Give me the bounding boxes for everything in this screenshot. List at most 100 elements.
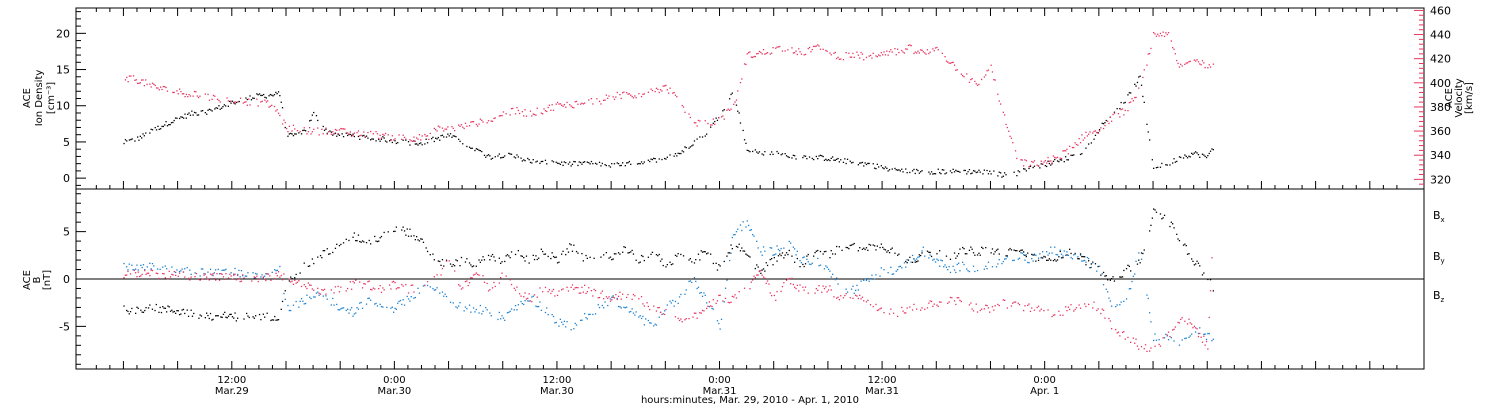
- bz-point: [860, 298, 862, 300]
- density-point: [1136, 81, 1139, 84]
- density-point: [949, 170, 952, 172]
- bx-point: [168, 306, 170, 308]
- by-point: [995, 266, 998, 268]
- time-label: 12:00: [217, 375, 246, 386]
- bx-point: [227, 315, 230, 317]
- bx-point: [487, 254, 490, 257]
- bx-point: [368, 239, 370, 242]
- bx-point: [567, 251, 570, 253]
- by-point: [730, 252, 732, 254]
- density-point: [604, 164, 606, 166]
- by-point: [1051, 252, 1053, 254]
- by-point: [464, 306, 467, 308]
- bz-point: [500, 277, 502, 279]
- density-point: [628, 160, 630, 163]
- density-point: [1039, 167, 1041, 169]
- bz-point: [466, 280, 468, 282]
- by-point: [498, 311, 500, 314]
- by-point: [1173, 340, 1175, 342]
- bx-point: [452, 264, 454, 266]
- velocity-point: [1020, 159, 1022, 161]
- density-point: [864, 162, 866, 164]
- velocity-tick-label: 420: [1430, 53, 1451, 66]
- bx-point: [723, 260, 725, 263]
- velocity-point: [1008, 130, 1010, 132]
- bz-point: [267, 273, 270, 275]
- bz-point: [440, 274, 442, 276]
- bx-point: [619, 253, 621, 255]
- density-point: [351, 134, 353, 136]
- by-point: [658, 316, 660, 318]
- velocity-point: [1004, 114, 1006, 116]
- bx-point: [1033, 253, 1036, 255]
- velocity-point: [1037, 165, 1040, 167]
- density-point: [943, 169, 945, 171]
- bz-point: [1204, 344, 1206, 346]
- density-point: [1065, 156, 1067, 158]
- density-point: [1094, 134, 1097, 136]
- velocity-point: [584, 102, 586, 104]
- bz-point: [661, 313, 663, 316]
- density-point: [581, 163, 583, 165]
- bx-point: [689, 258, 691, 260]
- density-point: [437, 136, 439, 139]
- velocity-point: [1189, 60, 1191, 62]
- velocity-point: [628, 93, 630, 95]
- bz-point: [798, 290, 800, 292]
- bz-point: [634, 295, 636, 297]
- velocity-point: [978, 83, 980, 86]
- density-point: [284, 126, 286, 129]
- density-point: [1123, 102, 1125, 104]
- bx-point: [506, 254, 509, 256]
- by-point: [242, 275, 244, 277]
- velocity-point: [590, 98, 593, 100]
- bx-point: [151, 308, 154, 310]
- by-point: [850, 288, 853, 290]
- bx-point: [605, 252, 607, 254]
- density-point: [1005, 174, 1007, 176]
- bz-point: [1052, 314, 1055, 316]
- bx-point: [1209, 279, 1212, 281]
- velocity-point: [357, 130, 360, 132]
- bz-point: [929, 300, 931, 302]
- density-point: [677, 152, 679, 154]
- by-point: [1102, 284, 1105, 286]
- velocity-point: [134, 79, 136, 81]
- bx-point: [454, 265, 456, 267]
- bx-point: [926, 250, 929, 252]
- velocity-point: [983, 76, 985, 78]
- velocity-point: [509, 114, 511, 116]
- bx-point: [1018, 250, 1021, 252]
- by-point: [274, 269, 276, 271]
- bx-point: [1054, 258, 1056, 261]
- bz-point: [140, 275, 142, 277]
- bx-point: [608, 257, 610, 259]
- density-point: [180, 116, 182, 118]
- bx-point: [407, 235, 410, 237]
- bz-point: [294, 279, 296, 281]
- velocity-point: [1176, 59, 1178, 62]
- bx-point: [746, 254, 748, 256]
- bx-point: [995, 249, 998, 251]
- bx-point: [466, 258, 468, 260]
- velocity-point: [208, 99, 211, 101]
- velocity-point: [196, 95, 198, 97]
- velocity-point: [463, 127, 465, 130]
- density-point: [674, 153, 677, 155]
- bz-point: [561, 289, 563, 291]
- bx-point: [449, 263, 452, 265]
- by-point: [521, 302, 523, 305]
- bz-point: [814, 292, 816, 294]
- by-point: [1006, 256, 1008, 258]
- by-point: [472, 307, 475, 309]
- by-point: [913, 258, 915, 260]
- bz-point: [588, 287, 590, 289]
- by-point: [409, 300, 411, 302]
- velocity-point: [739, 82, 742, 84]
- bx-point: [1155, 211, 1158, 213]
- by-point: [234, 267, 236, 270]
- density-point: [850, 162, 853, 164]
- by-point: [260, 276, 262, 278]
- by-point: [712, 308, 714, 310]
- velocity-point: [798, 48, 800, 50]
